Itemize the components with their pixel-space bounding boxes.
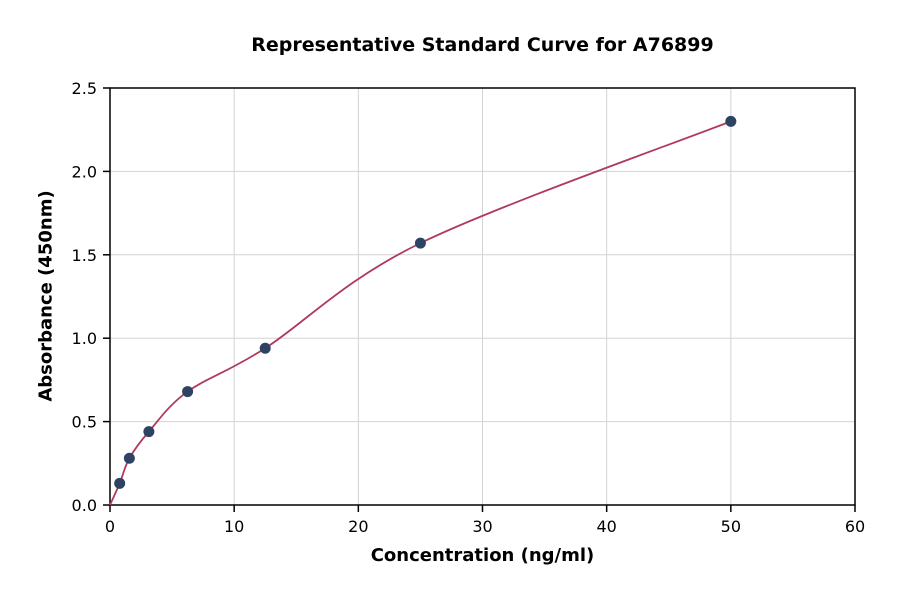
y-tick-label: 2.5 [72,79,97,98]
data-point [114,477,126,489]
data-point [182,386,194,398]
x-axis-label: Concentration (ng/ml) [370,545,595,566]
fitted-curve [109,120,732,506]
x-tick-label: 20 [348,517,368,536]
x-tick-label: 0 [105,517,115,536]
x-tick-label: 30 [472,517,492,536]
y-tick-label: 1.5 [72,246,97,265]
y-tick-label: 0.5 [72,413,97,432]
x-tick-label: 50 [721,517,741,536]
y-tick-label: 0.0 [72,496,97,515]
data-point [414,237,426,249]
x-tick-label: 10 [224,517,244,536]
y-tick-label: 2.0 [72,162,97,181]
y-tick-label: 1.0 [72,329,97,348]
x-tick-label: 40 [596,517,616,536]
data-point [725,115,737,127]
data-point [123,452,135,464]
chart-title: Representative Standard Curve for A76899 [251,34,714,56]
data-point [259,342,271,354]
x-tick-label: 60 [845,517,865,536]
data-point [143,426,155,438]
